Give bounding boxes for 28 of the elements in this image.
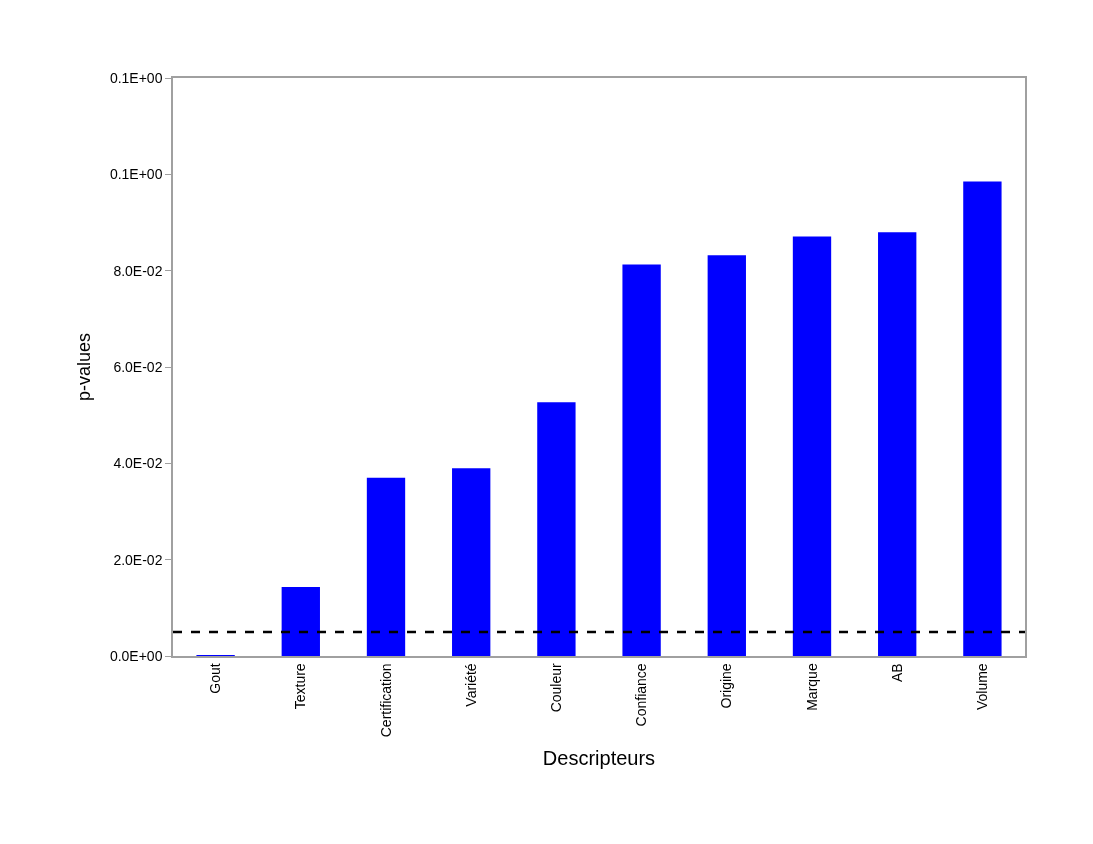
bar <box>707 255 746 656</box>
bar <box>963 181 1002 656</box>
bar <box>537 402 576 656</box>
bar <box>622 264 661 656</box>
bar <box>452 468 491 656</box>
y-axis-title: p-values <box>73 332 94 402</box>
x-tick-label: Confiance <box>633 663 650 727</box>
x-axis-title: Descripteurs <box>542 747 656 770</box>
x-tick-label: Couleur <box>547 663 564 713</box>
x-tick-label: Volume <box>973 663 990 711</box>
y-tick-label: 0.0E+00 <box>109 647 163 664</box>
y-tick-label: 0.1E+00 <box>109 69 163 86</box>
x-tick-label: Origine <box>718 663 735 709</box>
y-tick-label: 0.1E+00 <box>109 166 163 183</box>
y-tick-label: 6.0E-02 <box>113 358 163 375</box>
y-tick-label: 4.0E-02 <box>113 455 163 472</box>
bar <box>878 232 917 656</box>
y-tick-label: 2.0E-02 <box>113 551 163 568</box>
bar <box>366 477 406 656</box>
y-tick-label: 8.0E-02 <box>113 262 163 279</box>
x-tick-label: Variété <box>462 663 479 707</box>
bar <box>792 236 832 656</box>
x-tick-label: Marque <box>803 663 820 711</box>
x-tick-label: AB <box>888 663 905 683</box>
x-tick-label: Texture <box>292 663 309 710</box>
x-tick-label: Gout <box>207 663 224 694</box>
x-tick-label: Certification <box>377 663 394 738</box>
bar <box>281 587 320 656</box>
